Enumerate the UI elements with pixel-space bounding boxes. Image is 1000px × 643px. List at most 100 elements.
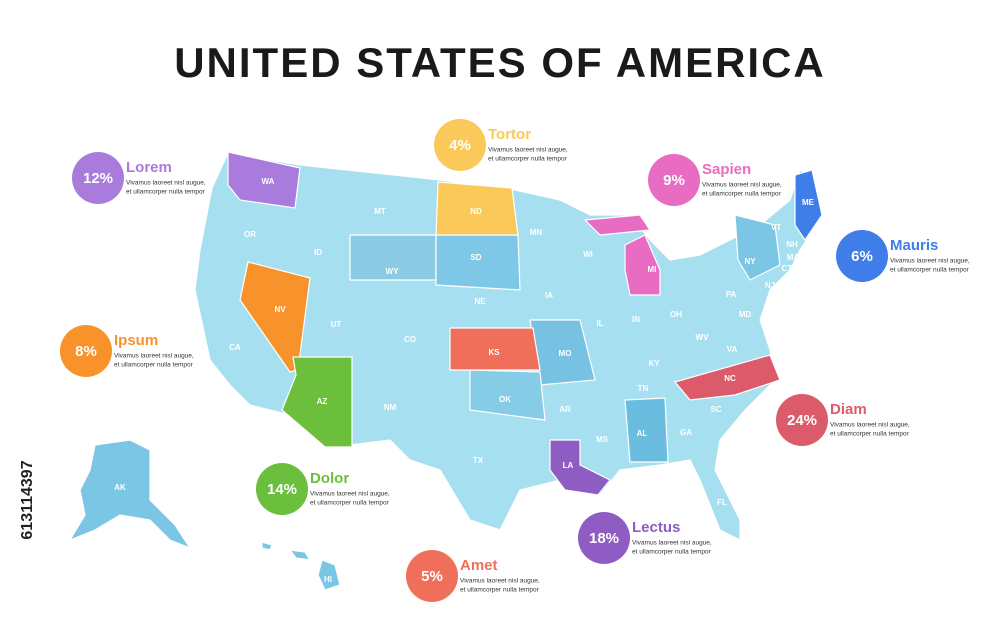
state-label: VA: [727, 345, 738, 354]
callout-text: et ullamcorper nulla tempor: [632, 549, 712, 556]
callout-circle: [406, 550, 458, 602]
region: [469, 369, 546, 421]
callout-text: Vivamus laoreet nisl augue,: [114, 353, 194, 360]
callout-text: Vivamus laoreet nisl augue,: [632, 540, 712, 547]
state-wa: [227, 151, 301, 209]
state-label: MI: [648, 265, 657, 274]
state-label: OK: [499, 395, 511, 404]
callout-name: Lectus: [632, 519, 680, 536]
state-label: ND: [470, 207, 482, 216]
region: [734, 214, 781, 281]
callout: 6% Mauris Vivamus laoreet nisl augue, et ul…: [836, 230, 970, 282]
callout-percent: 5%: [421, 568, 443, 585]
state-label: WY: [386, 267, 400, 276]
state-label: SD: [470, 253, 481, 262]
callout: 5% Amet Vivamus laoreet nisl augue, et ulla…: [406, 550, 540, 602]
callout: 9% Sapien Vivamus laoreet nisl augue, et ul…: [648, 154, 782, 206]
callout-name: Amet: [460, 557, 498, 574]
callout-percent: 9%: [663, 172, 685, 189]
callout-circle: [836, 230, 888, 282]
state-label: WA: [262, 177, 275, 186]
callout: 14% Dolor Vivamus laoreet nisl augue, et ul…: [256, 463, 390, 515]
callout: 24% Diam Vivamus laoreet nisl augue, et ull…: [776, 394, 910, 446]
state-mi: [583, 214, 652, 236]
state-label: PA: [726, 290, 737, 299]
stock-id: 613114397: [19, 460, 36, 539]
state-nv: [239, 261, 311, 373]
callout-text: et ullamcorper nulla tempor: [460, 587, 540, 594]
callout-circle: [578, 512, 630, 564]
state-label: MO: [559, 349, 572, 358]
state-mi: [624, 234, 661, 296]
callout-text: Vivamus laoreet nisl augue,: [310, 491, 390, 498]
state-label: GA: [680, 428, 692, 437]
state-label: AK: [114, 483, 126, 492]
state-az: [281, 356, 353, 448]
callout-text: Vivamus laoreet nisl augue,: [830, 422, 910, 429]
state-label: AR: [559, 405, 571, 414]
state-hi: [288, 549, 312, 561]
state-label: MS: [596, 435, 609, 444]
state-label: NM: [384, 403, 397, 412]
callout-percent: 12%: [83, 170, 113, 187]
state-nc: [673, 354, 781, 401]
callout-name: Ipsum: [114, 332, 158, 349]
state-nd: [435, 181, 519, 236]
state-label: ME: [802, 198, 815, 207]
callout-text: et ullamcorper nulla tempor: [488, 156, 568, 163]
state-label: MD: [739, 310, 752, 319]
state-label: KS: [488, 348, 500, 357]
state-label: FL: [717, 498, 727, 507]
state-label: TX: [473, 456, 484, 465]
callout-percent: 24%: [787, 412, 817, 429]
state-ks: [449, 327, 541, 371]
state-label: AL: [637, 429, 648, 438]
state-label: WI: [583, 250, 593, 259]
callout-text: et ullamcorper nulla tempor: [114, 362, 194, 369]
callout-name: Diam: [830, 401, 867, 418]
callout-text: et ullamcorper nulla tempor: [126, 189, 206, 196]
title: UNITED STATES OF AMERICA: [174, 39, 826, 86]
state-label: UT: [331, 320, 342, 329]
callout: 4% Tortor Vivamus laoreet nisl augue, et ul…: [434, 119, 568, 171]
state-label: OH: [670, 310, 682, 319]
state-label: AZ: [317, 397, 328, 406]
callout-circle: [256, 463, 308, 515]
state-label: IN: [632, 315, 640, 324]
callout-text: Vivamus laoreet nisl augue,: [460, 578, 540, 585]
state-label: NE: [474, 297, 486, 306]
state-label: MN: [530, 228, 543, 237]
state-label: NJ: [765, 281, 775, 290]
callout-name: Lorem: [126, 159, 172, 176]
callout-text: et ullamcorper nulla tempor: [890, 267, 970, 274]
callout-name: Dolor: [310, 470, 349, 487]
map: [68, 151, 823, 591]
callout-circle: [648, 154, 700, 206]
callout-text: et ullamcorper nulla tempor: [830, 431, 910, 438]
state-label: CT: [782, 264, 793, 273]
state-la: [549, 439, 611, 496]
callout: 8% Ipsum Vivamus laoreet nisl augue, et ull…: [60, 325, 194, 377]
callout-text: Vivamus laoreet nisl augue,: [702, 182, 782, 189]
callout-percent: 4%: [449, 137, 471, 154]
state-label: CO: [404, 335, 416, 344]
state-label: MT: [374, 207, 386, 216]
callout-percent: 8%: [75, 343, 97, 360]
state-label: SC: [710, 405, 721, 414]
state-me: [794, 169, 823, 242]
callout-name: Mauris: [890, 237, 938, 254]
state-label: IA: [545, 291, 553, 300]
callout-percent: 14%: [267, 481, 297, 498]
state-label: WV: [696, 333, 710, 342]
callout-text: Vivamus laoreet nisl augue,: [488, 147, 568, 154]
state-label: IL: [596, 319, 603, 328]
callout: 12% Lorem Vivamus laoreet nisl augue, et ul…: [72, 152, 206, 204]
state-labels: WA OR CA NV ID MT WY UT AZ CO NM ND SD NE KS OK TX MN IA MO…: [114, 177, 814, 584]
state-label: OR: [244, 230, 256, 239]
callout-percent: 6%: [851, 248, 873, 265]
state-label: HI: [324, 575, 332, 584]
callout-name: Sapien: [702, 161, 751, 178]
callouts: 12% Lorem Vivamus laoreet nisl augue, et ul…: [60, 119, 970, 602]
callout-text: et ullamcorper nulla tempor: [702, 191, 782, 198]
state-label: NY: [744, 257, 756, 266]
